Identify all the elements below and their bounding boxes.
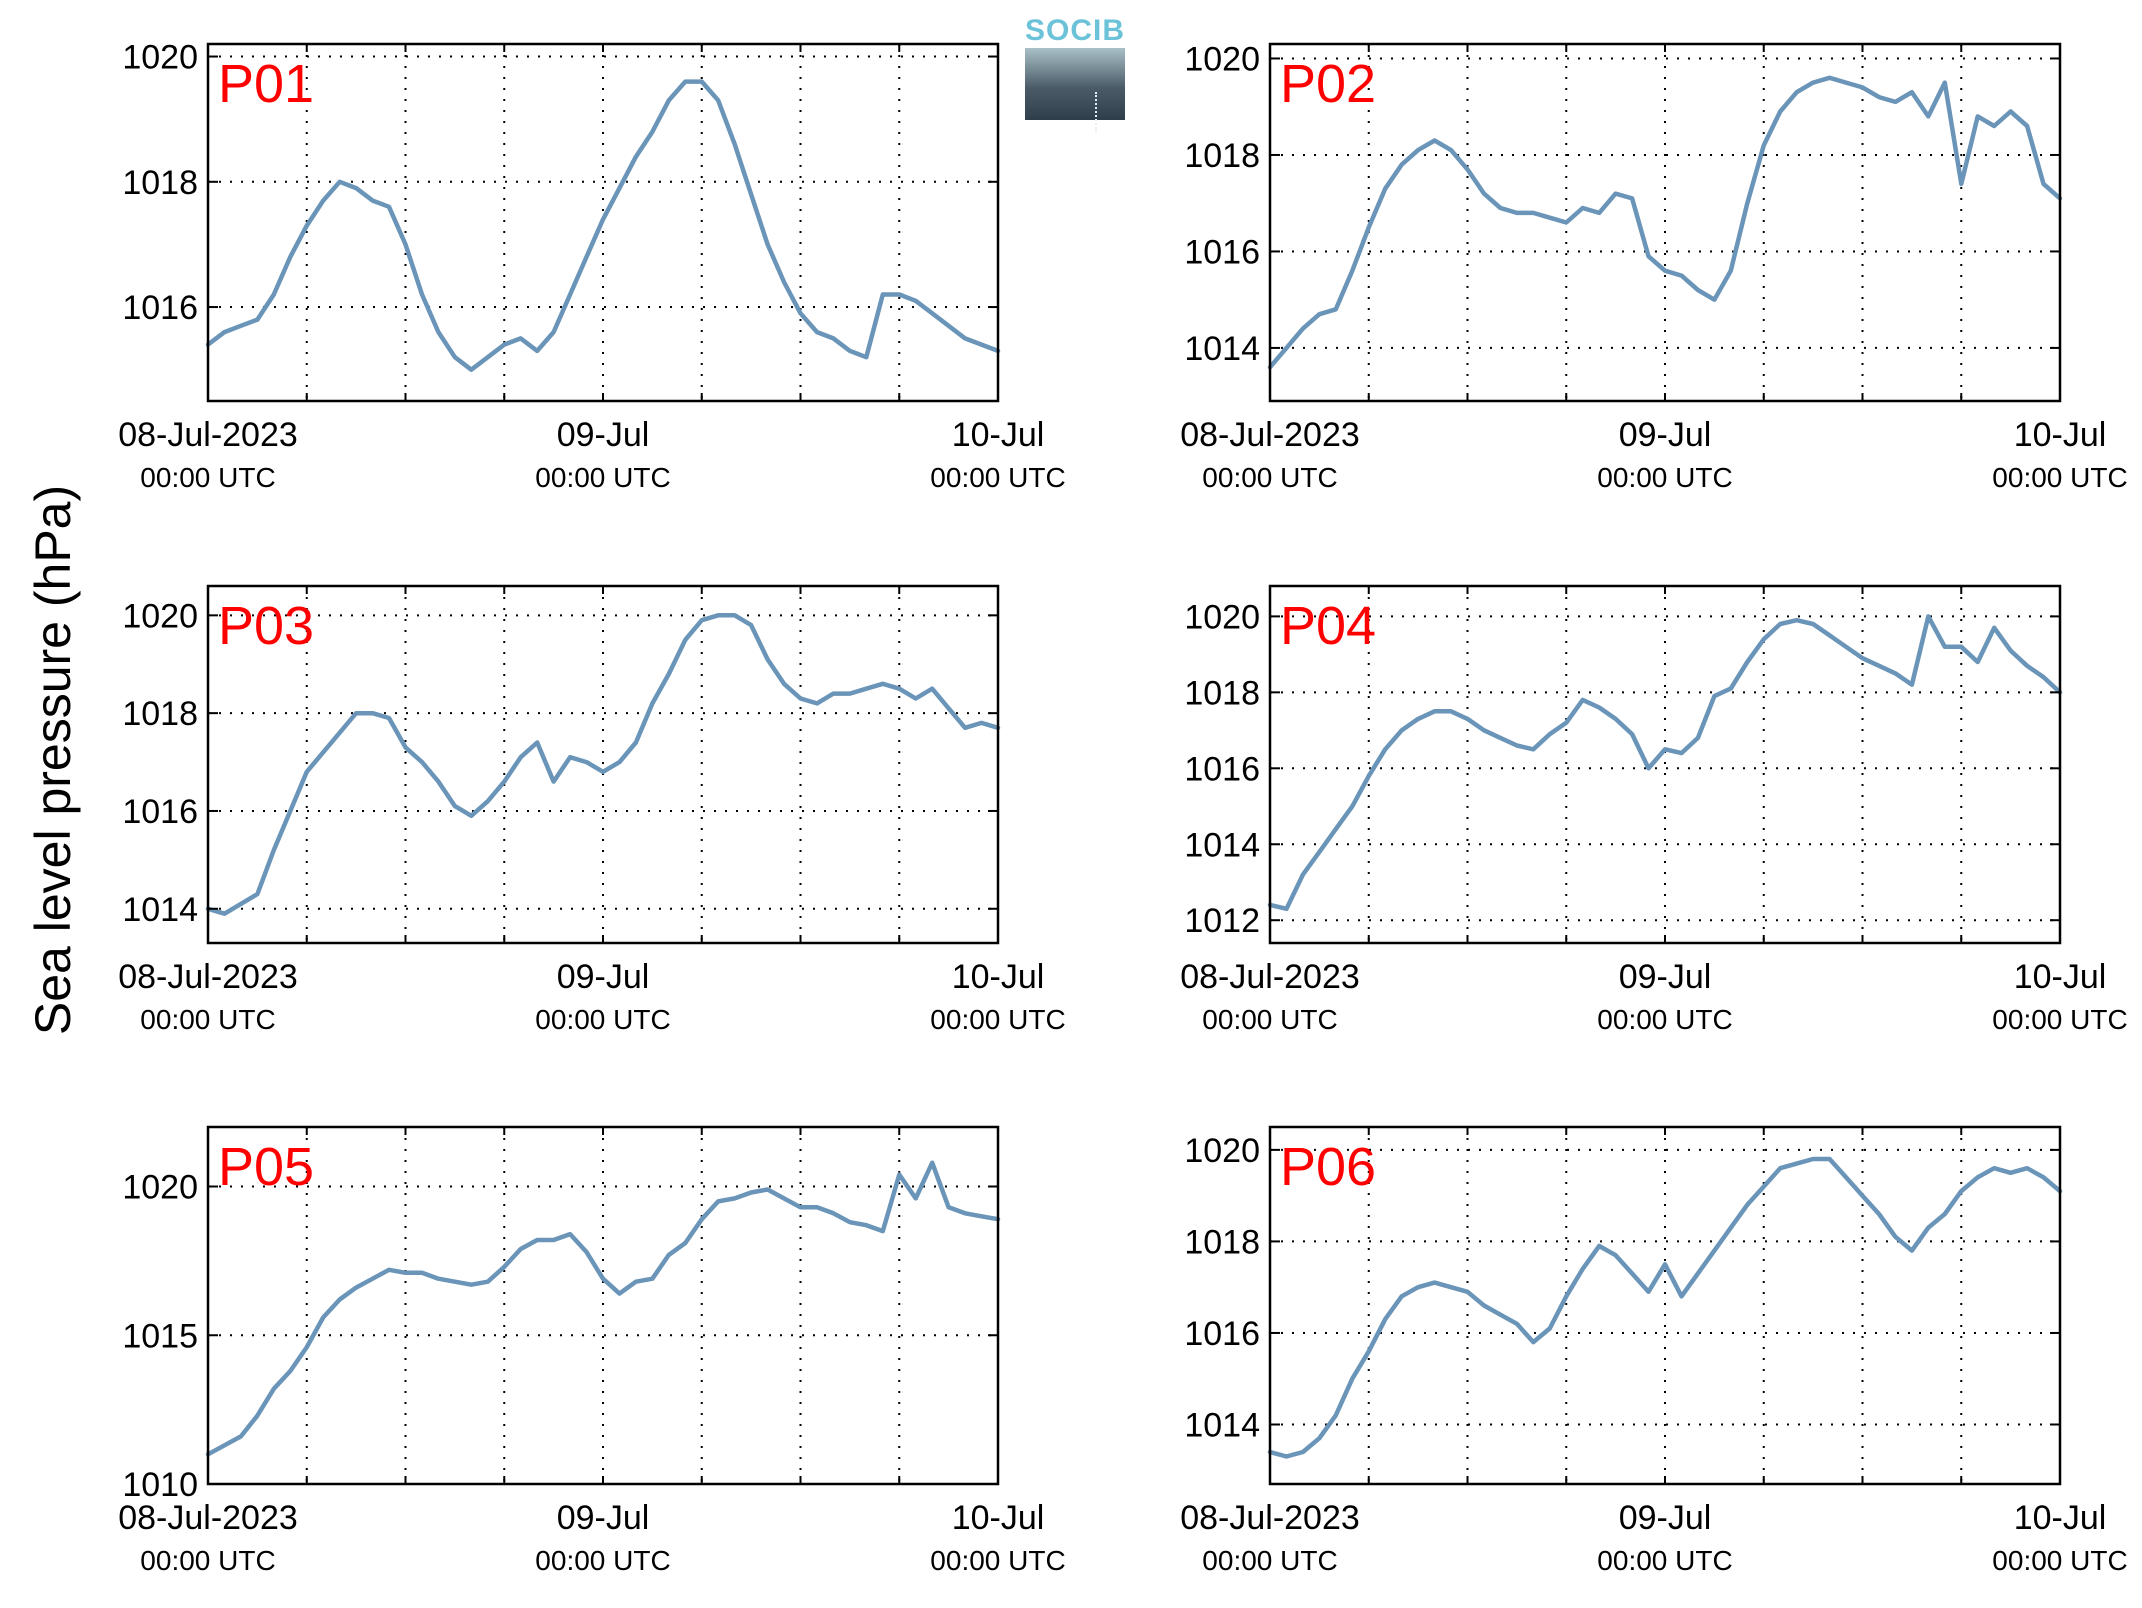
x-tick-sublabel: 00:00 UTC [1597, 1545, 1732, 1576]
x-tick-sublabel: 00:00 UTC [140, 1004, 275, 1035]
y-tick-label: 1018 [1184, 137, 1260, 175]
y-tick-label: 1014 [1184, 826, 1260, 864]
y-tick-label: 1018 [1184, 674, 1260, 712]
series-line [1267, 1156, 2063, 1459]
logo-text: SOCIB [1025, 14, 1126, 47]
y-tick-label: 1018 [1184, 1223, 1260, 1261]
y-tick-label: 1020 [1184, 598, 1260, 636]
y-tick-label: 1014 [1184, 330, 1260, 368]
plot-frame [1268, 1125, 2062, 1486]
x-tick-label: 10-Jul [2014, 1499, 2107, 1537]
y-tick-label: 1016 [122, 793, 198, 831]
x-tick-label: 08-Jul-2023 [118, 416, 298, 454]
x-tick-label: 10-Jul [952, 416, 1045, 454]
x-tick-sublabel: 00:00 UTC [1597, 462, 1732, 493]
panel-p02: 1014 1016 1018 1020 08-Jul-2023 00:00 UTC 09-J… [1180, 40, 2127, 493]
y-tick-label: 1014 [1184, 1407, 1260, 1445]
x-tick-sublabel: 00:00 UTC [930, 1004, 1065, 1035]
x-tick-sublabel: 00:00 UTC [1992, 462, 2127, 493]
x-tick-label: 09-Jul [1619, 416, 1712, 454]
series-line [205, 79, 1001, 372]
y-tick-label: 1015 [122, 1317, 198, 1355]
y-tick-label: 1016 [1184, 1315, 1260, 1353]
x-tick-label: 09-Jul [1619, 1499, 1712, 1537]
panel-label: P01 [218, 54, 314, 114]
plot-frame [1268, 584, 2062, 945]
panel-p06: 1014 1016 1018 1020 08-Jul-2023 00:00 UTC 09-J… [1180, 1125, 2128, 1576]
series-line [205, 1160, 1001, 1457]
series-line [1267, 614, 2063, 912]
panel-p05: 1010 1015 1020 08-Jul-2023 00:00 UTC 09-Jul 00… [118, 1125, 1066, 1576]
y-tick-label: 1016 [1184, 233, 1260, 271]
x-tick-label: 08-Jul-2023 [118, 1499, 298, 1537]
x-tick-sublabel: 00:00 UTC [140, 1545, 275, 1576]
panel-p04: 1012 1014 1016 1018 1020 08-Jul-2023 00:00 UTC… [1180, 584, 2128, 1035]
x-tick-sublabel: 00:00 UTC [1202, 462, 1337, 493]
y-tick-label: 1014 [122, 891, 198, 929]
y-tick-label: 1010 [122, 1466, 198, 1504]
x-tick-label: 08-Jul-2023 [1180, 416, 1360, 454]
plot-frame [206, 1125, 1000, 1486]
x-tick-label: 10-Jul [2014, 958, 2107, 996]
x-tick-label: 09-Jul [1619, 958, 1712, 996]
x-tick-label: 09-Jul [557, 958, 650, 996]
series-line [1267, 75, 2063, 370]
y-tick-label: 1020 [1184, 40, 1260, 78]
y-tick-label: 1018 [122, 695, 198, 733]
x-tick-sublabel: 00:00 UTC [1992, 1004, 2127, 1035]
plot-frame [206, 42, 1000, 403]
panel-label: P03 [218, 596, 314, 656]
x-tick-label: 10-Jul [2014, 416, 2107, 454]
x-tick-sublabel: 00:00 UTC [1992, 1545, 2127, 1576]
panels: 1016 1018 1020 08-Jul-2023 00:00 UTC 09-Jul 00… [118, 39, 2127, 1576]
x-tick-label: 09-Jul [557, 416, 650, 454]
x-tick-label: 10-Jul [952, 1499, 1045, 1537]
panel-label: P04 [1280, 596, 1376, 656]
y-tick-label: 1016 [1184, 750, 1260, 788]
panel-label: P02 [1280, 54, 1376, 114]
socib-logo: SOCIB [1025, 14, 1126, 132]
y-tick-label: 1018 [122, 164, 198, 202]
y-tick-label: 1020 [122, 597, 198, 635]
x-tick-sublabel: 00:00 UTC [930, 462, 1065, 493]
x-tick-sublabel: 00:00 UTC [1202, 1004, 1337, 1035]
y-tick-label: 1020 [122, 1169, 198, 1207]
x-tick-label: 09-Jul [557, 1499, 650, 1537]
x-tick-sublabel: 00:00 UTC [535, 1004, 670, 1035]
logo-icon [1025, 48, 1125, 132]
panel-label: P05 [218, 1137, 314, 1197]
x-tick-sublabel: 00:00 UTC [1597, 1004, 1732, 1035]
panel-p03: 1014 1016 1018 1020 08-Jul-2023 00:00 UTC 09-J… [118, 584, 1066, 1035]
x-tick-sublabel: 00:00 UTC [1202, 1545, 1337, 1576]
y-tick-label: 1020 [1184, 1132, 1260, 1170]
x-tick-sublabel: 00:00 UTC [535, 1545, 670, 1576]
x-tick-label: 10-Jul [952, 958, 1045, 996]
y-tick-label: 1020 [122, 39, 198, 77]
x-tick-label: 08-Jul-2023 [1180, 1499, 1360, 1537]
y-axis-label: Sea level pressure (hPa) [25, 485, 81, 1035]
series-line [205, 613, 1001, 916]
panel-p01: 1016 1018 1020 08-Jul-2023 00:00 UTC 09-Jul 00… [118, 39, 1065, 493]
x-tick-sublabel: 00:00 UTC [930, 1545, 1065, 1576]
panel-label: P06 [1280, 1137, 1376, 1197]
plot-frame [206, 584, 1000, 945]
x-tick-sublabel: 00:00 UTC [535, 462, 670, 493]
x-tick-label: 08-Jul-2023 [1180, 958, 1360, 996]
plot-frame [1268, 42, 2062, 403]
x-tick-label: 08-Jul-2023 [118, 958, 298, 996]
y-tick-label: 1012 [1184, 902, 1260, 940]
y-tick-label: 1016 [122, 289, 198, 327]
x-tick-sublabel: 00:00 UTC [140, 462, 275, 493]
